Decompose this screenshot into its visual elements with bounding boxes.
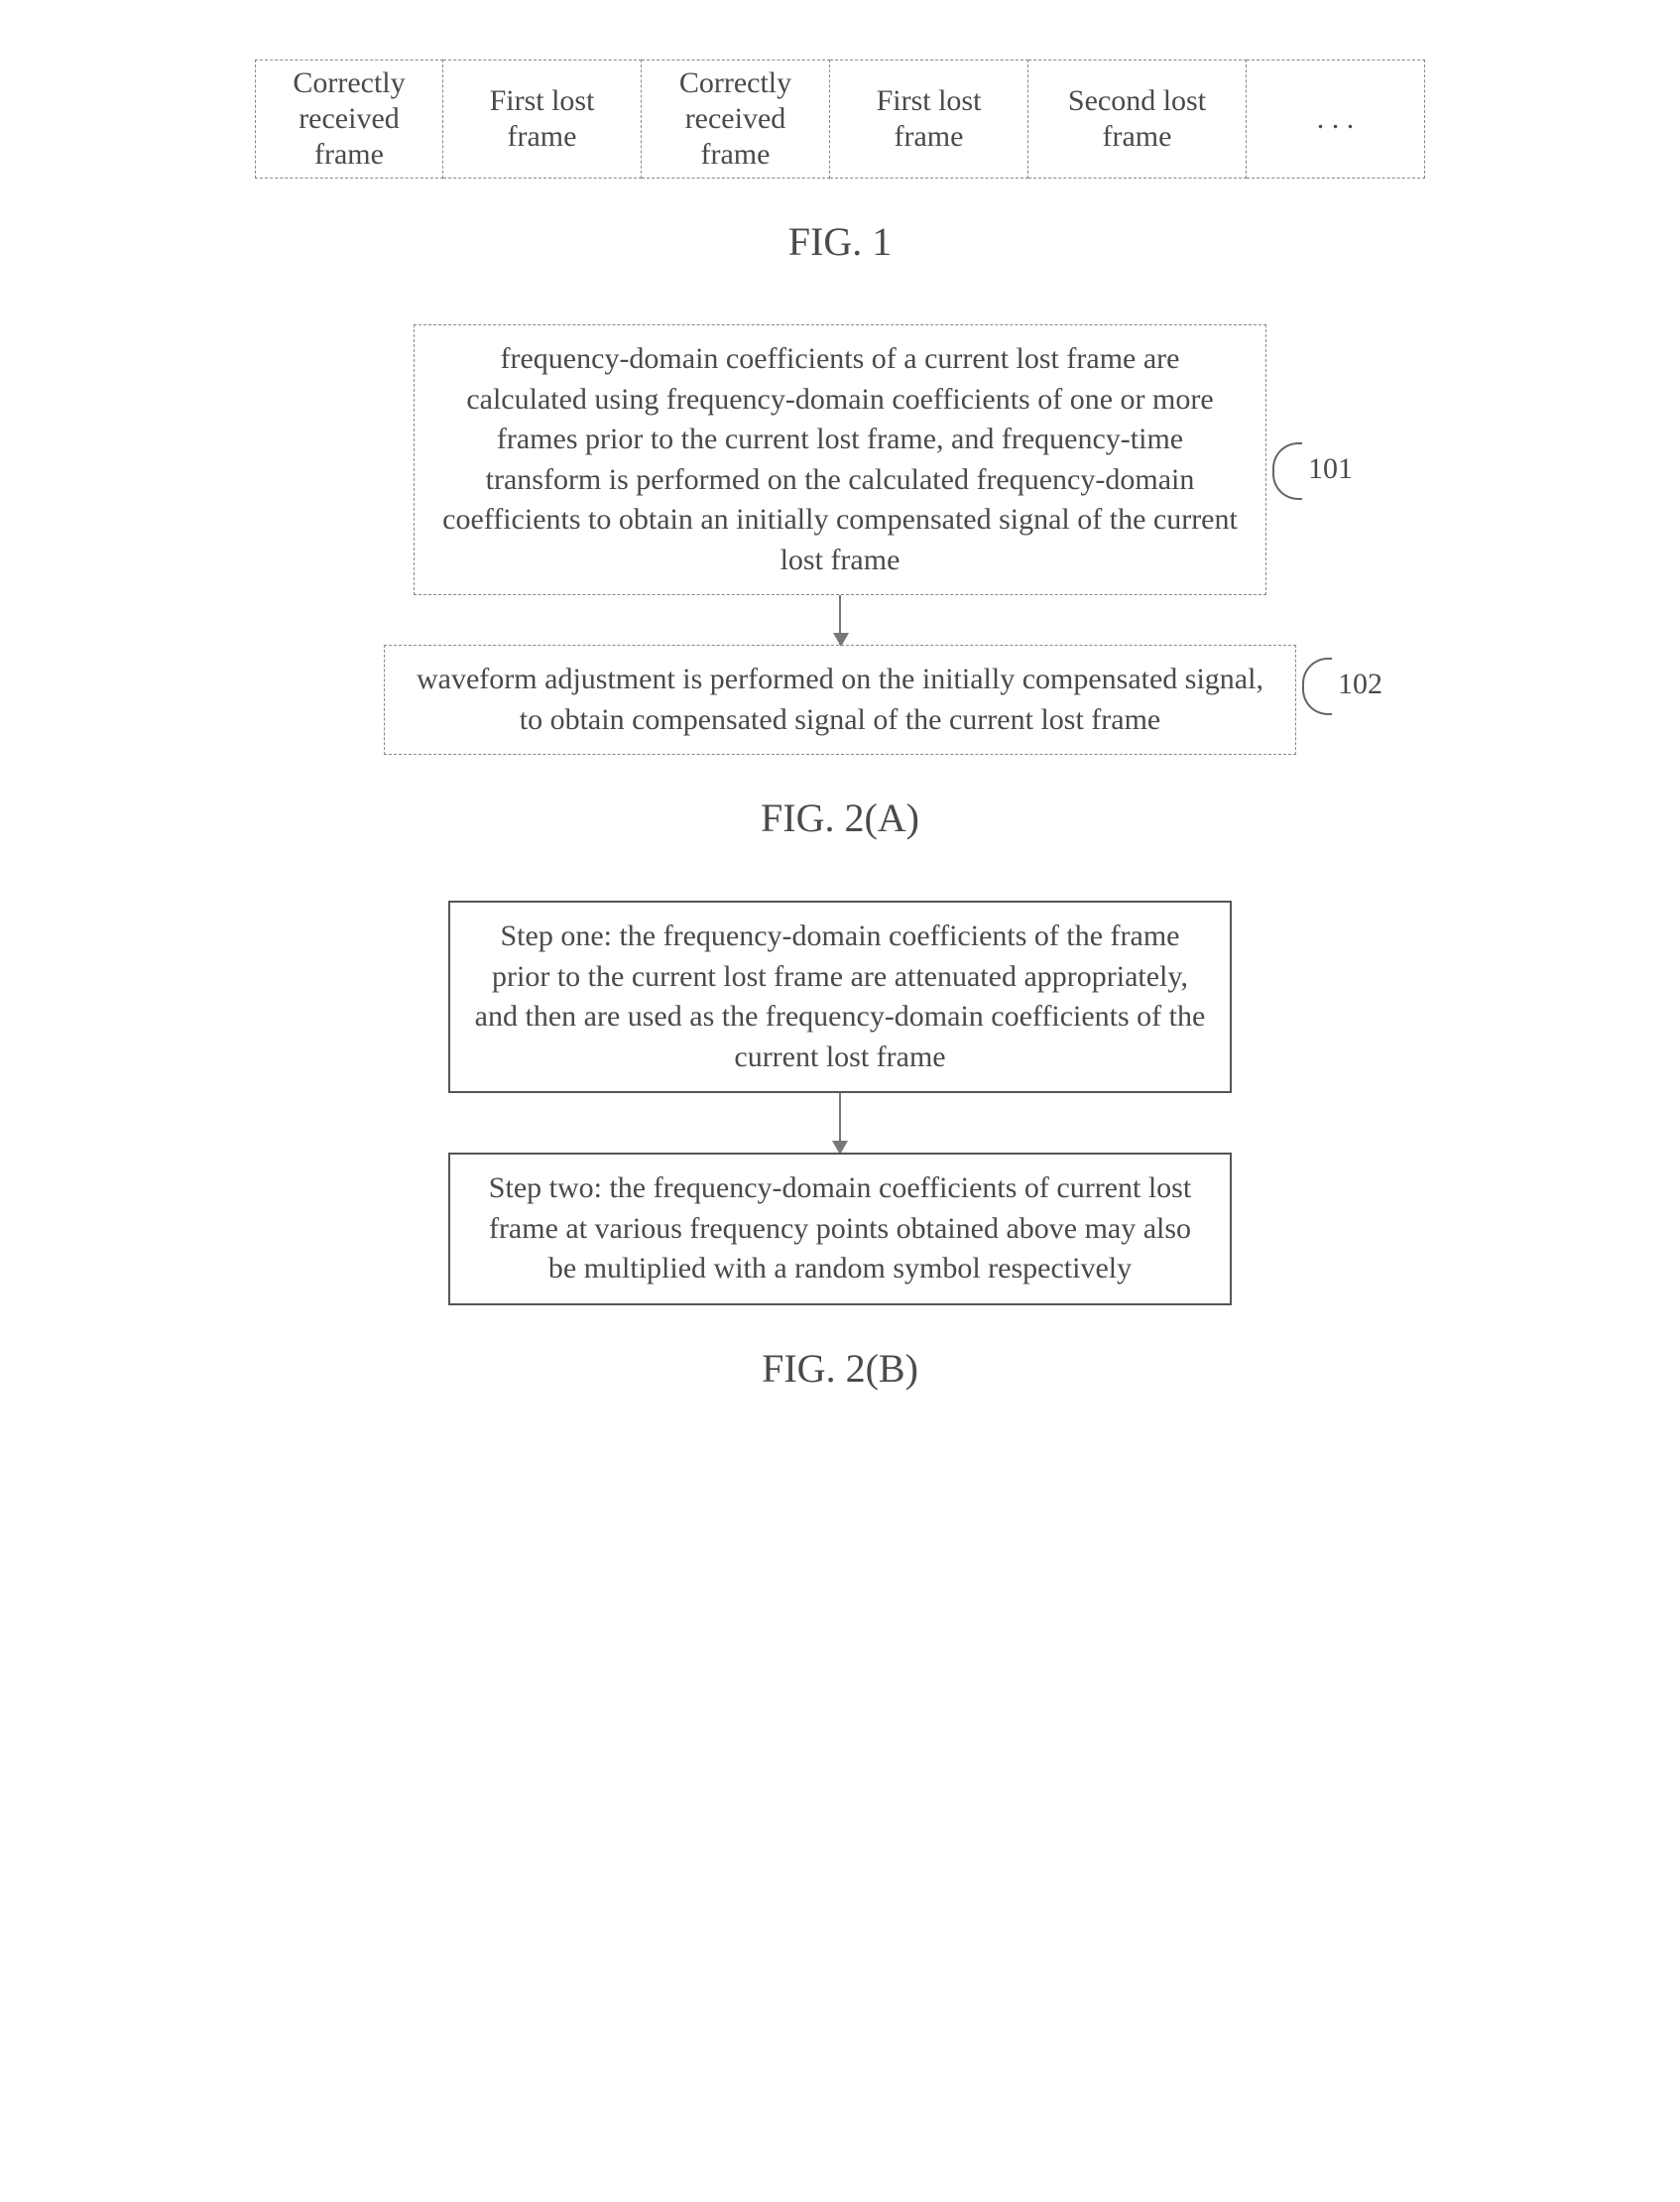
- frame-cell: Second lostframe: [1028, 60, 1247, 179]
- figure-2b-caption: FIG. 2(B): [762, 1345, 918, 1392]
- flow-box: Step one: the frequency-domain coefficie…: [448, 901, 1232, 1093]
- flow-step: waveform adjustment is performed on the …: [384, 645, 1296, 755]
- figure-1-caption: FIG. 1: [788, 218, 892, 265]
- label-hook-icon: [1272, 442, 1302, 500]
- figure-2a-caption: FIG. 2(A): [761, 795, 919, 841]
- flow-box: waveform adjustment is performed on the …: [384, 645, 1296, 755]
- frame-sequence-row: CorrectlyreceivedframeFirst lostframeCor…: [255, 60, 1425, 179]
- step-label-text: 101: [1308, 452, 1353, 486]
- frame-cell: Correctlyreceivedframe: [255, 60, 443, 179]
- frame-cell: First lostframe: [830, 60, 1028, 179]
- flow-arrow-icon: [839, 595, 841, 645]
- frame-cell: . . .: [1247, 60, 1425, 179]
- figure-1: CorrectlyreceivedframeFirst lostframeCor…: [99, 60, 1581, 265]
- label-hook-icon: [1302, 658, 1332, 715]
- step-label: 102: [1302, 654, 1382, 715]
- figure-2b-flow: Step one: the frequency-domain coefficie…: [448, 901, 1232, 1305]
- step-label-text: 102: [1338, 668, 1382, 701]
- flow-box: Step two: the frequency-domain coefficie…: [448, 1153, 1232, 1305]
- flow-step: Step two: the frequency-domain coefficie…: [448, 1153, 1232, 1305]
- frame-cell: Correctlyreceivedframe: [642, 60, 830, 179]
- flow-arrow-icon: [839, 1093, 841, 1153]
- frame-cell: First lostframe: [443, 60, 642, 179]
- figure-2a-flow: frequency-domain coefficients of a curre…: [384, 324, 1296, 755]
- figure-2a: frequency-domain coefficients of a curre…: [99, 324, 1581, 841]
- flow-step: Step one: the frequency-domain coefficie…: [448, 901, 1232, 1093]
- figure-2b: Step one: the frequency-domain coefficie…: [99, 901, 1581, 1392]
- flow-box: frequency-domain coefficients of a curre…: [414, 324, 1266, 595]
- flow-step: frequency-domain coefficients of a curre…: [414, 324, 1266, 595]
- step-label: 101: [1272, 438, 1353, 500]
